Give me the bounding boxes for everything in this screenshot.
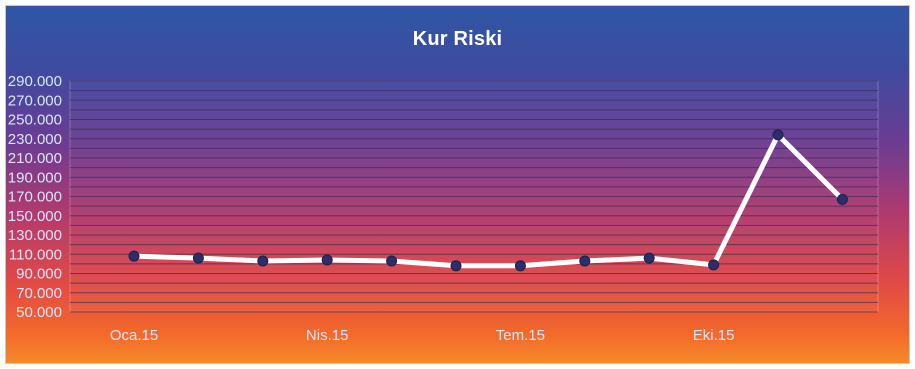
chart-plot-area: 50.000 70.000 90.000 110.000 130.000 150.000 1… [8,73,879,344]
y-tick-label: 110.000 [9,246,62,263]
y-tick-label: 210.000 [8,150,62,167]
x-tick-label: Nis.15 [306,327,349,344]
data-point [257,255,269,267]
y-tick-label: 90.000 [16,266,62,283]
y-tick-label: 270.000 [8,92,62,109]
y-tick-label: 150.000 [8,208,62,225]
data-point [708,259,720,271]
data-point [386,255,398,267]
data-point [514,260,526,272]
y-tick-label: 170.000 [8,189,62,206]
y-tick-label: 250.000 [8,112,62,129]
x-tick-label: Eki.15 [693,327,735,344]
y-tick-label: 50.000 [16,304,62,321]
data-point [643,252,655,264]
series-line [131,132,845,269]
y-tick-label: 230.000 [8,131,62,148]
data-point [579,255,591,267]
data-point [192,252,204,264]
y-tick-label: 70.000 [16,285,62,302]
chart-container: Kur Riski 50.000 70.000 90.000 110.000 130.0… [6,6,909,363]
data-point [836,193,848,205]
data-point [772,129,784,141]
data-point [450,260,462,272]
chart-title: Kur Riski [412,28,503,50]
y-tick-label: 190.000 [8,169,62,186]
x-tick-label: Oca.15 [110,327,158,344]
y-tick-label: 290.000 [8,73,62,90]
data-point [321,254,333,266]
y-tick-label: 130.000 [8,227,62,244]
x-tick-label: Tem.15 [496,327,545,344]
data-point [128,250,140,262]
